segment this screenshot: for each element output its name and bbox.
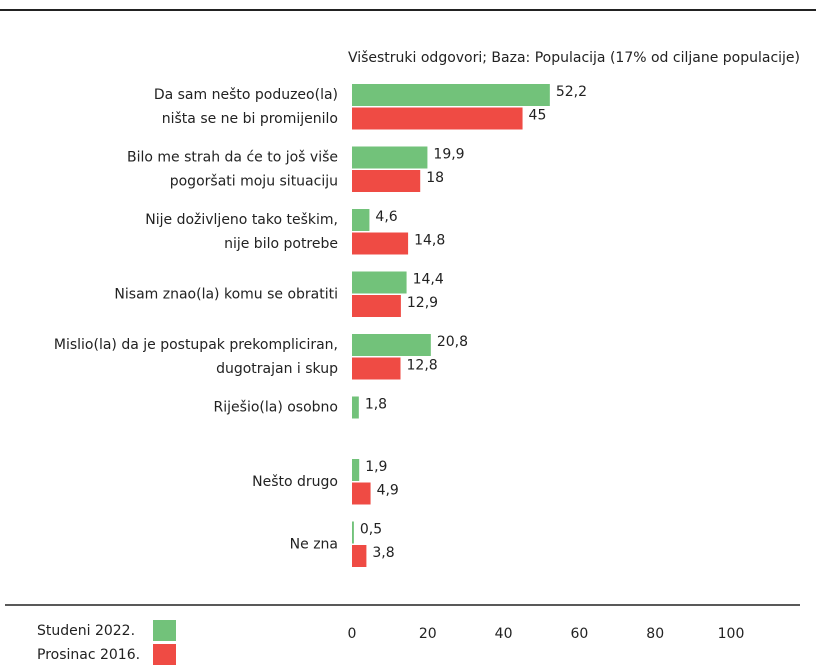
value-label: 52,2 xyxy=(556,84,587,100)
x-tick-label: 60 xyxy=(570,626,588,642)
bar xyxy=(352,396,359,419)
category-label: Riješio(la) osobno xyxy=(214,400,338,416)
bar xyxy=(352,295,401,317)
value-label: 12,9 xyxy=(407,295,438,311)
bar xyxy=(352,459,360,481)
category-label: Ne zna xyxy=(290,536,338,552)
legend-label: Studeni 2022. xyxy=(37,623,135,639)
value-label: 14,8 xyxy=(414,233,445,249)
x-tick-label: 80 xyxy=(646,626,664,642)
value-label: 1,9 xyxy=(365,459,387,475)
bar xyxy=(352,334,431,356)
legend-label: Prosinac 2016. xyxy=(37,647,140,663)
x-tick-label: 100 xyxy=(718,626,745,642)
value-label: 19,9 xyxy=(433,147,464,163)
category-label: dugotrajan i skup xyxy=(216,361,338,377)
category-label: ništa se ne bi promijenilo xyxy=(162,111,338,127)
bar xyxy=(352,84,550,106)
category-label: Da sam nešto poduzeo(la) xyxy=(154,87,338,103)
bar xyxy=(352,209,370,231)
x-tick-label: 40 xyxy=(495,626,513,642)
category-label: nije bilo potrebe xyxy=(224,236,338,252)
x-tick-label: 0 xyxy=(348,626,357,642)
bar xyxy=(352,232,409,255)
value-label: 14,4 xyxy=(413,272,444,288)
value-label: 4,6 xyxy=(375,209,397,225)
value-label: 1,8 xyxy=(365,397,387,413)
bar xyxy=(352,545,367,567)
subtitle: Višestruki odgovori; Baza: Populacija (1… xyxy=(348,50,800,66)
value-label: 45 xyxy=(529,108,547,124)
value-label: 3,8 xyxy=(372,545,394,561)
legend-swatch xyxy=(153,620,176,641)
bar xyxy=(352,271,407,294)
category-label: Nije doživljeno tako teškim, xyxy=(145,212,338,228)
bar xyxy=(352,107,523,130)
bar xyxy=(352,521,354,544)
category-label: Nisam znao(la) komu se obratiti xyxy=(114,286,338,302)
bar xyxy=(352,482,371,505)
x-tick-label: 20 xyxy=(419,626,437,642)
bar xyxy=(352,170,421,192)
bar xyxy=(352,357,401,380)
value-label: 18 xyxy=(426,170,444,186)
value-label: 20,8 xyxy=(437,334,468,350)
category-label: Mislio(la) da je postupak prekompliciran… xyxy=(54,337,338,353)
category-label: Bilo me strah da će to još više xyxy=(127,149,338,165)
value-label: 4,9 xyxy=(377,483,399,499)
legend-swatch xyxy=(153,644,176,665)
bar xyxy=(352,146,428,169)
category-label: pogoršati moju situaciju xyxy=(170,173,338,189)
category-label: Nešto drugo xyxy=(252,474,338,490)
value-label: 0,5 xyxy=(360,522,382,538)
value-label: 12,8 xyxy=(407,358,438,374)
